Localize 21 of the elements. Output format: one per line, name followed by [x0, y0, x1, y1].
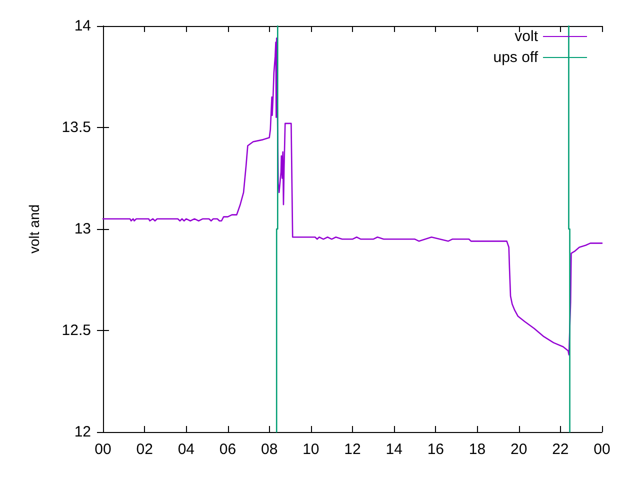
- x-tick-label: 00: [94, 441, 112, 458]
- y-tick-label: 13: [74, 220, 91, 238]
- y-tick-label: 14: [74, 18, 91, 34]
- x-tick-label: 20: [510, 441, 528, 458]
- x-tick-label: 06: [219, 441, 236, 458]
- y-tick-label: 12: [74, 424, 91, 440]
- legend-label: volt: [514, 28, 539, 45]
- x-tick-label: 22: [552, 441, 569, 458]
- x-tick-label: 08: [260, 441, 278, 458]
- y-tick-label: 12.5: [62, 322, 91, 339]
- x-tick-label: 04: [178, 441, 195, 458]
- x-tick-label: 18: [468, 441, 486, 458]
- x-tick-label: 16: [427, 441, 444, 458]
- x-tick-label: 14: [386, 441, 402, 458]
- y-axis-title: volt and: [26, 204, 42, 254]
- x-tick-label: 00: [594, 441, 610, 458]
- x-tick-label: 12: [344, 441, 361, 458]
- y-tick-label: 13.5: [62, 119, 91, 136]
- x-tick-label: 02: [136, 441, 153, 458]
- x-tick-label: 10: [302, 441, 320, 458]
- legend-label: ups off: [493, 49, 539, 66]
